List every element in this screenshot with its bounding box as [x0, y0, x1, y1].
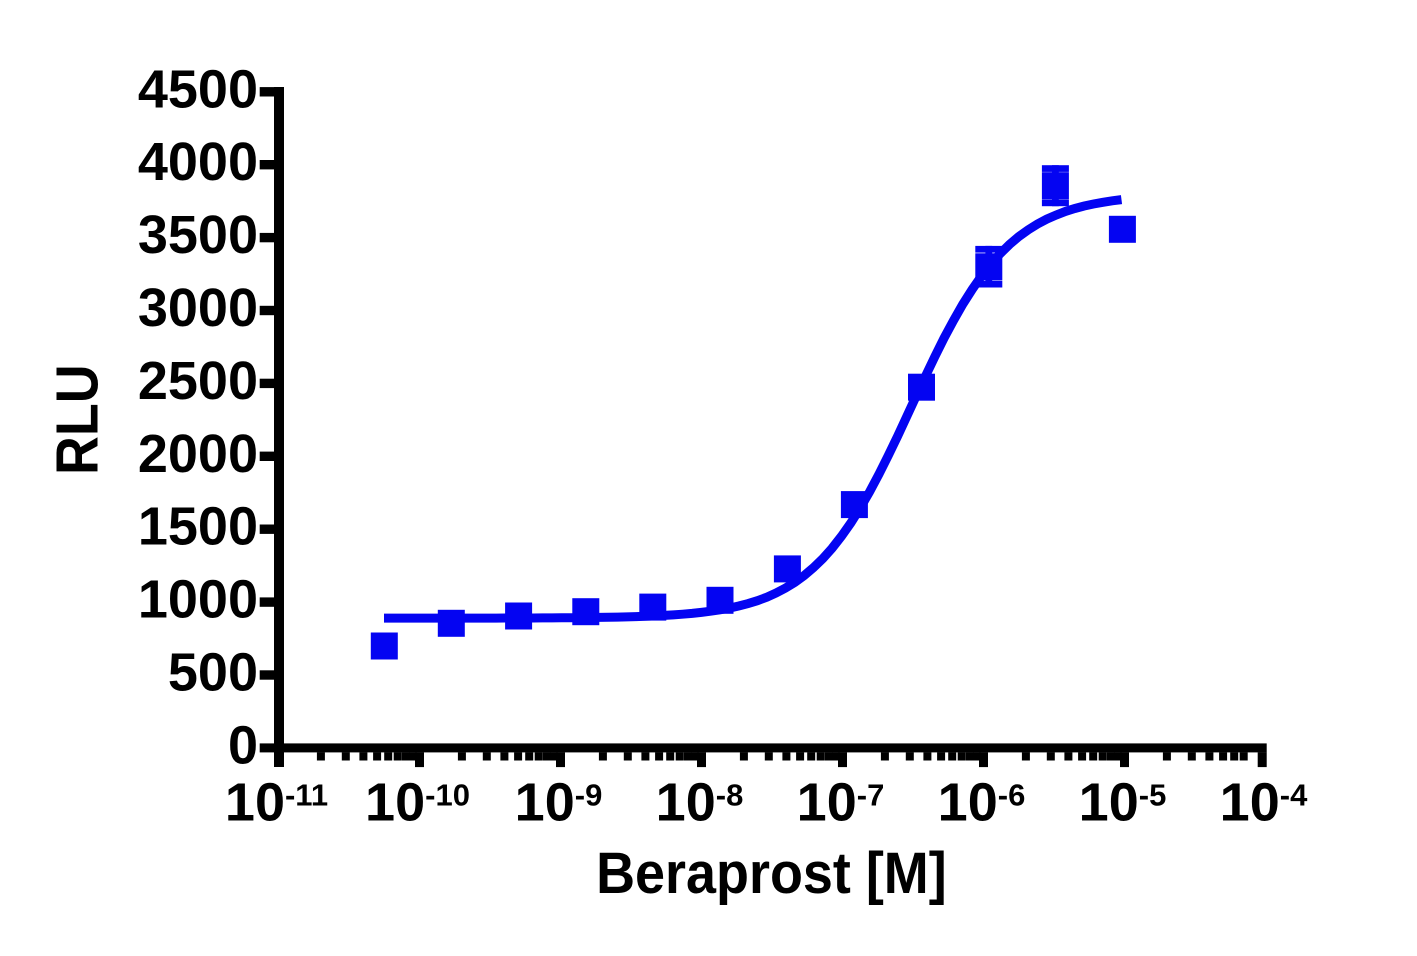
svg-text:0: 0: [228, 715, 258, 775]
svg-text:10-9: 10-9: [515, 773, 603, 833]
svg-text:RLU: RLU: [44, 364, 110, 475]
svg-text:3500: 3500: [138, 205, 258, 265]
svg-text:500: 500: [168, 643, 258, 703]
svg-text:2500: 2500: [138, 351, 258, 411]
svg-text:4000: 4000: [138, 132, 258, 192]
svg-text:10-10: 10-10: [365, 773, 470, 833]
svg-text:1000: 1000: [138, 570, 258, 630]
svg-text:10-5: 10-5: [1079, 773, 1167, 833]
svg-text:10-7: 10-7: [797, 773, 885, 833]
svg-text:Beraprost [M]: Beraprost [M]: [596, 840, 947, 905]
svg-text:3000: 3000: [138, 278, 258, 338]
svg-text:2000: 2000: [138, 424, 258, 484]
svg-text:10-4: 10-4: [1220, 773, 1308, 833]
svg-text:10-6: 10-6: [938, 773, 1026, 833]
svg-text:1500: 1500: [138, 497, 258, 557]
svg-text:4500: 4500: [138, 59, 258, 119]
svg-text:10-11: 10-11: [225, 773, 328, 833]
svg-text:10-8: 10-8: [656, 773, 744, 833]
